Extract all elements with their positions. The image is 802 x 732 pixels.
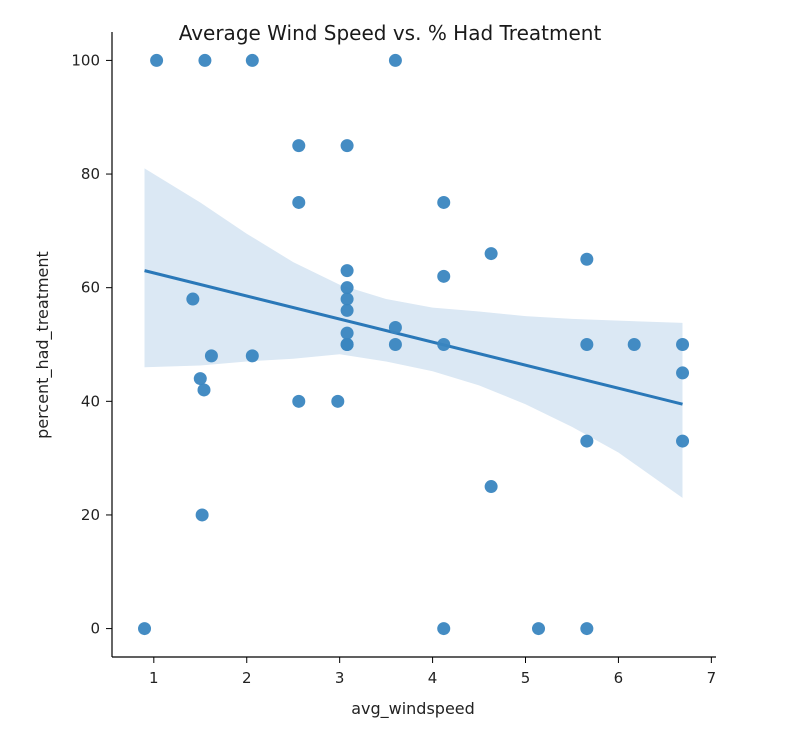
data-point <box>580 338 594 351</box>
data-point <box>437 195 451 209</box>
data-point <box>676 434 690 448</box>
x-tick-label: 6 <box>614 669 624 687</box>
data-point <box>186 292 200 306</box>
data-point <box>340 292 354 306</box>
x-tick-label: 1 <box>149 669 159 687</box>
data-point <box>340 281 354 295</box>
data-point <box>292 139 306 153</box>
data-point <box>627 338 641 351</box>
data-point <box>484 247 498 261</box>
data-point <box>193 372 207 386</box>
data-point <box>138 622 152 636</box>
data-point <box>437 622 451 636</box>
x-tick-label: 7 <box>707 669 717 687</box>
data-point <box>437 269 451 283</box>
data-point <box>150 53 164 67</box>
data-point <box>676 338 690 351</box>
confidence-band-layer <box>144 168 683 498</box>
data-point <box>532 622 546 636</box>
y-tick-label: 40 <box>81 392 100 410</box>
data-point <box>676 366 690 380</box>
data-point <box>245 349 259 363</box>
y-axis-label: percent_had_treatment <box>33 251 53 439</box>
x-axis-label: avg_windspeed <box>351 699 475 719</box>
x-tick-label: 4 <box>428 669 438 687</box>
y-tick-label: 80 <box>81 165 100 183</box>
data-point <box>195 508 209 522</box>
data-point <box>580 622 594 636</box>
data-point <box>580 252 594 266</box>
y-tick-label: 100 <box>71 51 100 69</box>
data-point <box>388 320 402 334</box>
data-point <box>580 434 594 448</box>
data-point <box>340 264 354 278</box>
y-tick-label: 60 <box>81 279 100 297</box>
data-point <box>292 394 306 408</box>
chart-title: Average Wind Speed vs. % Had Treatment <box>179 21 602 45</box>
data-point <box>437 338 451 351</box>
data-point <box>340 326 354 340</box>
x-tick-label: 3 <box>335 669 345 687</box>
data-point <box>340 303 354 317</box>
data-point <box>292 195 306 209</box>
x-tick-label: 2 <box>242 669 252 687</box>
x-tick-label: 5 <box>521 669 531 687</box>
data-point <box>197 383 211 397</box>
data-point <box>340 338 354 351</box>
data-point <box>484 480 498 494</box>
data-point <box>245 53 259 67</box>
data-points-layer <box>138 53 690 636</box>
y-tick-label: 20 <box>81 506 100 524</box>
axes: 1 2 3 4 5 6 7 0 20 40 60 80 100 <box>71 32 716 687</box>
regression-line <box>144 269 683 406</box>
data-point <box>331 394 345 408</box>
data-point <box>198 53 212 67</box>
regression-line-layer <box>144 269 683 406</box>
data-point <box>340 139 354 153</box>
data-point <box>388 338 402 351</box>
confidence-band <box>144 168 683 498</box>
y-tick-label: 0 <box>90 620 100 638</box>
data-point <box>388 53 402 67</box>
data-point <box>204 349 218 363</box>
